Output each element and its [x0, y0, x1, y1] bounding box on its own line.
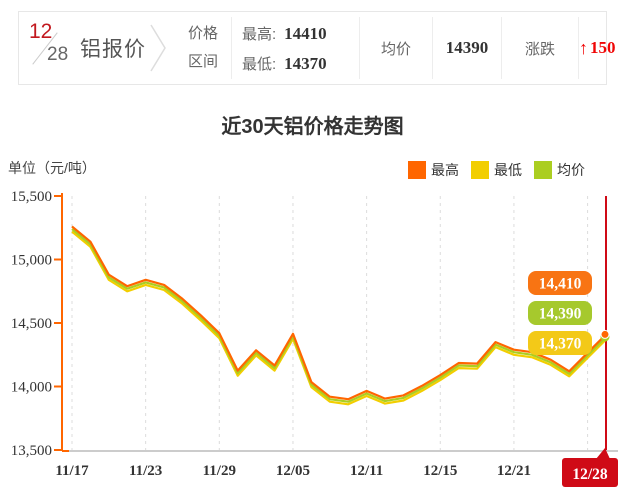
series-line-1	[71, 228, 607, 403]
chevron-right-icon	[149, 12, 175, 84]
y-tick-label: 14,000	[11, 380, 52, 396]
change-label: 涨跌	[524, 40, 555, 58]
unit-label: 单位（元/吨）	[8, 160, 96, 176]
quote-header: 12 28 铝报价 价格 区间 最高: 14410 最低: 14370 均价	[18, 11, 616, 85]
value-badge	[528, 301, 592, 325]
date-block: 12 28	[19, 12, 77, 84]
x-tick-label: 11/23	[129, 463, 162, 479]
end-dot-high	[600, 329, 610, 339]
x-tick-label: 12/21	[497, 463, 531, 479]
series-line-0	[71, 225, 607, 401]
divider	[501, 17, 502, 79]
product-name[interactable]: 铝报价	[80, 38, 146, 61]
legend-item-high[interactable]: 最高	[408, 160, 459, 180]
low-label: 最低:	[242, 55, 277, 73]
high-value: 14410	[284, 23, 327, 43]
value-badge	[528, 271, 592, 295]
legend-label-avg: 均价	[557, 162, 585, 178]
divider	[231, 17, 232, 79]
current-date-badge	[562, 458, 618, 487]
y-tick-label: 15,000	[11, 253, 52, 269]
divider	[359, 17, 360, 79]
low-value: 14370	[284, 53, 327, 73]
x-tick-label: 12/11	[350, 463, 383, 479]
current-date-label: 12/28	[572, 466, 608, 483]
change-value: ↑ 150	[579, 12, 616, 84]
high-label: 最高:	[242, 25, 277, 43]
y-tick-label: 14,500	[11, 316, 52, 332]
y-tick-label: 13,500	[11, 443, 52, 459]
chart-title: 近30天铝价格走势图	[221, 116, 404, 138]
chart-legend: 最高 最低 均价	[408, 160, 585, 180]
date-month: 12	[29, 20, 53, 43]
legend-swatch-high	[408, 161, 426, 179]
change-amount: 150	[590, 38, 616, 57]
y-tick-label: 15,500	[11, 189, 52, 205]
legend-item-low[interactable]: 最低	[471, 160, 522, 180]
price-range-label: 价格 区间	[175, 12, 231, 84]
value-badge-label: 14,370	[539, 336, 582, 353]
date-day: 28	[47, 44, 69, 65]
series-line-2	[71, 230, 607, 406]
legend-swatch-low	[471, 161, 489, 179]
value-badge-label: 14,390	[539, 306, 582, 323]
avg-label: 均价	[380, 40, 411, 58]
price-range-line2: 区间	[187, 53, 218, 70]
x-tick-label: 11/29	[203, 463, 236, 479]
legend-label-high: 最高	[431, 162, 459, 178]
x-tick-label: 12/05	[276, 463, 310, 479]
current-date-pointer	[596, 448, 610, 459]
legend-label-low: 最低	[494, 162, 522, 178]
up-arrow-icon: ↑	[579, 37, 588, 58]
value-badge-label: 14,410	[539, 276, 582, 293]
legend-swatch-avg	[534, 161, 552, 179]
price-range-line1: 价格	[187, 25, 218, 43]
legend-item-avg[interactable]: 均价	[534, 160, 585, 180]
high-low-block: 最高: 14410 最低: 14370	[232, 12, 359, 84]
value-badge	[528, 331, 592, 355]
x-tick-label: 11/17	[55, 463, 89, 479]
divider	[578, 17, 579, 79]
avg-value: 14390	[445, 38, 489, 57]
x-tick-label: 12/15	[423, 463, 457, 479]
divider	[432, 17, 433, 79]
